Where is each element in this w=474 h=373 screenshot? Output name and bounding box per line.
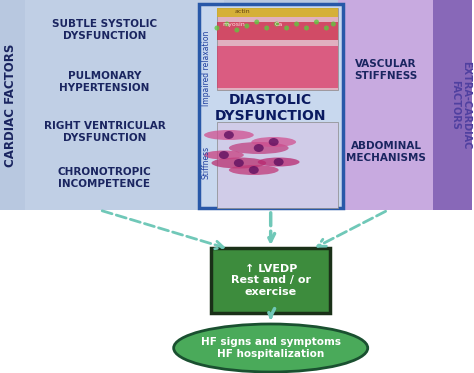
Text: CARDIAC FACTORS: CARDIAC FACTORS	[4, 43, 18, 167]
Bar	[338, 0, 433, 210]
Bar	[0, 0, 338, 210]
Bar	[0, 210, 472, 373]
Text: RIGHT VENTRICULAR
DYSFUNCTION: RIGHT VENTRICULAR DYSFUNCTION	[44, 121, 165, 143]
Bar	[217, 46, 338, 88]
Text: actin: actin	[235, 9, 250, 14]
Circle shape	[294, 22, 299, 26]
Text: CHRONOTROPIC
INCOMPETENCE: CHRONOTROPIC INCOMPETENCE	[58, 167, 151, 189]
Circle shape	[314, 19, 319, 25]
Circle shape	[324, 25, 329, 31]
Text: myosin: myosin	[222, 22, 245, 27]
Circle shape	[331, 22, 336, 26]
Ellipse shape	[211, 157, 266, 169]
Ellipse shape	[229, 165, 279, 175]
Circle shape	[264, 25, 269, 31]
Text: Impaired relaxation: Impaired relaxation	[201, 30, 210, 106]
Text: Stiffness: Stiffness	[201, 145, 210, 179]
Circle shape	[244, 23, 249, 28]
Ellipse shape	[251, 137, 296, 147]
Text: Ca: Ca	[274, 22, 283, 27]
Ellipse shape	[269, 138, 279, 146]
Circle shape	[234, 28, 239, 32]
Bar	[199, 4, 343, 208]
Circle shape	[254, 19, 259, 25]
Bar	[217, 122, 338, 208]
Ellipse shape	[173, 324, 368, 372]
Text: HF signs and symptoms
HF hospitalization: HF signs and symptoms HF hospitalization	[201, 337, 341, 359]
Ellipse shape	[229, 142, 289, 154]
Text: VASCULAR
STIFFNESS: VASCULAR STIFFNESS	[355, 59, 418, 81]
Bar	[25, 0, 224, 210]
Bar	[433, 0, 472, 210]
Text: SUBTLE SYSTOLIC
DYSFUNCTION: SUBTLE SYSTOLIC DYSFUNCTION	[52, 19, 157, 41]
Bar	[217, 8, 338, 17]
Bar	[217, 8, 338, 90]
Bar	[217, 22, 338, 40]
Ellipse shape	[204, 130, 254, 140]
Ellipse shape	[273, 158, 283, 166]
Text: PULMONARY
HYPERTENSION: PULMONARY HYPERTENSION	[59, 71, 150, 93]
Text: DIASTOLIC
DYSFUNCTION: DIASTOLIC DYSFUNCTION	[215, 93, 327, 123]
Ellipse shape	[254, 144, 264, 152]
Ellipse shape	[219, 151, 229, 159]
Ellipse shape	[258, 157, 300, 166]
Circle shape	[274, 22, 279, 26]
Ellipse shape	[234, 159, 244, 167]
Ellipse shape	[224, 131, 234, 139]
Bar	[211, 248, 330, 313]
Text: ABDOMINAL
MECHANISMS: ABDOMINAL MECHANISMS	[346, 141, 426, 163]
Circle shape	[304, 25, 309, 31]
Circle shape	[224, 22, 229, 26]
Ellipse shape	[204, 150, 244, 160]
Ellipse shape	[249, 166, 259, 174]
Text: ↑ LVEDP
Rest and / or
exercise: ↑ LVEDP Rest and / or exercise	[231, 264, 310, 297]
Text: EXTRA-CARDIAC
FACTORS: EXTRA-CARDIAC FACTORS	[450, 61, 472, 149]
Circle shape	[214, 25, 219, 31]
Circle shape	[284, 25, 289, 31]
